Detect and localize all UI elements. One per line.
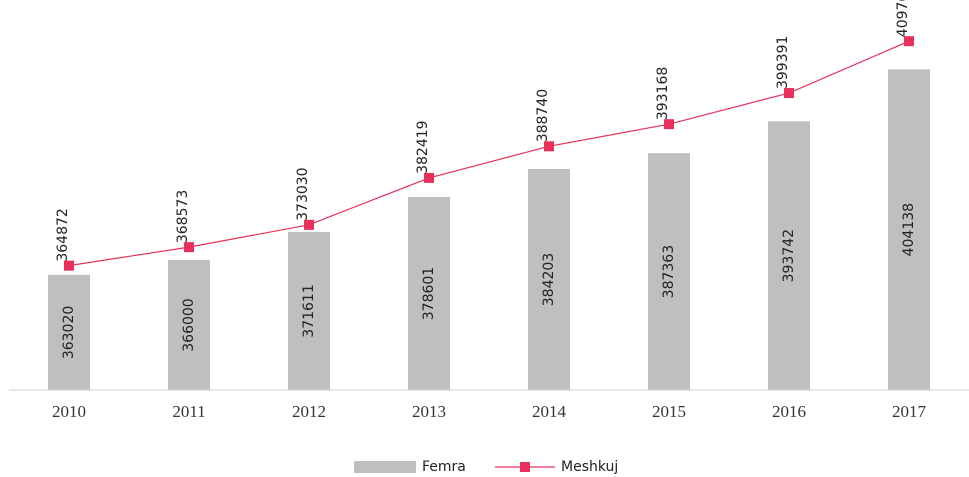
legend-label: Femra — [422, 459, 466, 475]
bar — [48, 274, 90, 390]
bar — [768, 121, 810, 390]
line-marker — [544, 141, 554, 152]
bar — [528, 168, 570, 390]
line — [68, 40, 910, 267]
line-value-label: 388740 — [535, 89, 551, 142]
bar — [288, 231, 330, 390]
bar — [168, 260, 210, 390]
x-tick-label: 2014 — [532, 402, 567, 421]
legend-marker — [520, 462, 530, 472]
x-tick-label: 2016 — [772, 402, 806, 421]
line-value-label: 373030 — [295, 167, 311, 220]
bar — [888, 69, 930, 390]
line-marker — [424, 172, 434, 183]
line-value-label: 368573 — [175, 190, 191, 243]
bar-value-label: 404138 — [901, 203, 917, 256]
x-tick-label: 2013 — [412, 402, 446, 421]
x-tick-label: 2012 — [292, 402, 326, 421]
bar — [408, 196, 450, 390]
bar-value-label: 363020 — [61, 306, 77, 359]
line-value-label: 382419 — [415, 120, 431, 173]
line-value-label: 399391 — [775, 36, 791, 89]
bar-value-label: 371611 — [301, 284, 317, 337]
line-marker — [64, 260, 74, 271]
line-value-label: 409760 — [895, 0, 911, 37]
bar-value-label: 387363 — [661, 245, 677, 298]
line-marker — [784, 88, 794, 99]
line-marker — [904, 36, 914, 47]
bar-value-label: 378601 — [421, 267, 437, 320]
line-marker — [664, 119, 674, 130]
bar-value-label: 366000 — [181, 298, 197, 351]
legend-swatch — [354, 461, 416, 473]
x-tick-label: 2011 — [172, 402, 205, 421]
line-marker — [304, 219, 314, 230]
x-tick-label: 2017 — [892, 402, 927, 421]
line-value-label: 364872 — [55, 208, 71, 261]
legend-label: Meshkuj — [561, 459, 618, 475]
bar-value-label: 393742 — [781, 229, 797, 282]
line-value-label: 393168 — [655, 67, 671, 120]
x-tick-label: 2015 — [652, 402, 686, 421]
bar-value-label: 384203 — [541, 253, 557, 306]
line-marker — [184, 242, 194, 253]
bar — [648, 153, 690, 390]
x-tick-label: 2010 — [52, 402, 86, 421]
